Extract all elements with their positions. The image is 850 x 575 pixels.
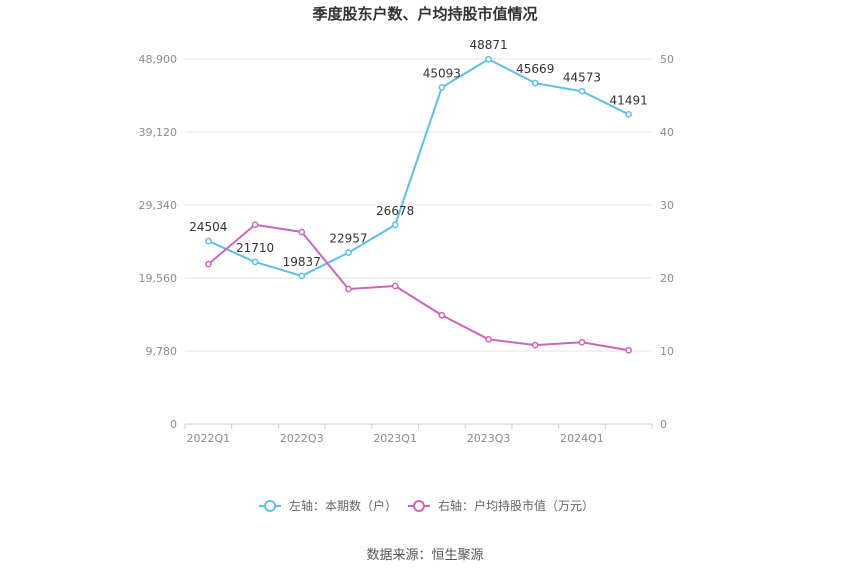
legend-label: 左轴：本期数（户） [289,498,397,513]
left-axis-tick-label: 39,120 [139,126,178,139]
left-axis-tick-label: 19,560 [139,272,178,285]
data-label: 24504 [189,220,227,234]
axes: 0 9,780 19,560 29,340 39,120 48,900 0 10 20 30 40 5… [139,53,675,445]
left-series-point[interactable] [578,87,586,95]
left-series-point[interactable] [485,55,492,63]
left-axis-tick-label: 9,780 [146,345,178,358]
legend-item-2[interactable]: 右轴：户均持股市值（万元） [408,498,594,513]
right-series-point[interactable] [531,341,539,349]
x-axis-tick-label: 2022Q3 [280,432,324,445]
right-axis-tick-label: 40 [660,126,674,139]
right-series-point[interactable] [485,335,492,343]
left-series-point[interactable] [438,84,446,91]
x-axis-tick-label: 2023Q1 [373,432,417,445]
left-series-point[interactable] [298,272,306,280]
right-series-point[interactable] [625,346,633,354]
right-series-point[interactable] [345,285,352,293]
data-label: 45669 [516,62,554,76]
data-label: 19837 [283,255,321,269]
left-series-point[interactable] [625,110,633,118]
data-label: 21710 [236,241,274,255]
left-series-point[interactable] [531,79,539,87]
grid [185,58,652,352]
data-label: 26678 [376,204,414,218]
right-axis-tick-label: 0 [660,418,667,431]
left-series-point[interactable] [391,221,399,229]
data-label: 48871 [469,38,507,52]
right-axis-tick-label: 30 [660,199,674,212]
x-axis-tick-label: 2023Q3 [467,432,511,445]
data-label: 45093 [423,66,461,80]
left-axis-tick-label: 0 [170,418,177,431]
right-axis-tick-label: 50 [660,53,674,66]
right-series-point[interactable] [205,260,212,268]
data-label: 22957 [329,232,367,246]
left-series-line [207,58,630,277]
chart-title: 季度股东户数、户均持股市值情况 [312,5,537,23]
data-label: 41491 [610,93,648,107]
left-axis-tick-label: 48,900 [139,53,178,66]
legend-marker [264,500,276,512]
legend-label: 右轴：户均持股市值（万元） [438,498,594,513]
left-axis-tick-label: 29,340 [139,199,178,212]
data-label: 44573 [563,70,601,84]
right-series-point[interactable] [251,221,259,229]
right-series-point[interactable] [578,338,586,346]
right-axis-tick-label: 10 [660,345,674,358]
data-labels: 24504 21710 19837 22957 26678 45093 48871 45669… [189,38,647,269]
x-axis-tick-label: 2024Q1 [560,432,604,445]
right-series-point[interactable] [438,311,446,319]
right-axis-tick-label: 20 [660,272,674,285]
legend-item-1[interactable]: 左轴：本期数（户） [259,498,397,513]
legend-marker [413,500,425,512]
right-series-point[interactable] [391,282,399,290]
legend[interactable]: 左轴：本期数（户） 右轴：户均持股市值（万元） [259,498,594,513]
right-series-point[interactable] [298,228,306,236]
series [205,55,633,354]
left-series-point[interactable] [251,258,259,266]
left-series-point[interactable] [345,249,352,256]
x-axis-tick-label: 2022Q1 [187,432,231,445]
left-series-point[interactable] [205,237,212,245]
source-text: 数据来源：恒生聚源 [366,548,483,563]
right-series-line [207,223,629,352]
